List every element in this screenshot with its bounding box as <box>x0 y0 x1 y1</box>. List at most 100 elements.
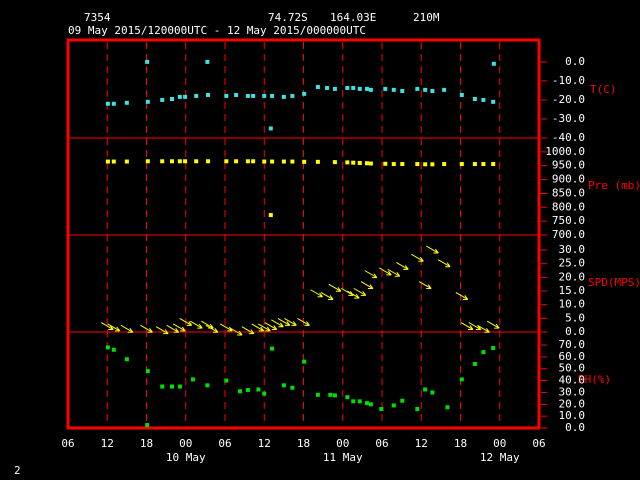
point <box>183 94 188 99</box>
wind-arrow <box>460 322 474 331</box>
point <box>351 399 356 404</box>
point <box>251 159 256 164</box>
y-tick-label: 25.0 <box>559 257 586 270</box>
point <box>245 93 250 98</box>
point <box>364 161 369 166</box>
point <box>205 159 210 164</box>
point <box>430 88 435 93</box>
point <box>145 159 150 164</box>
point <box>234 159 239 164</box>
wind-arrow <box>426 245 439 254</box>
point <box>170 159 175 164</box>
point <box>442 162 447 167</box>
point <box>262 159 267 164</box>
point <box>224 159 229 164</box>
point <box>145 369 150 374</box>
y-tick-label: 50.0 <box>559 362 586 375</box>
wind-arrow <box>179 318 193 326</box>
point <box>245 159 250 164</box>
point <box>423 162 428 167</box>
wind-arrow <box>486 320 500 329</box>
wind-arrow <box>241 326 255 335</box>
wind-arrow <box>387 268 401 277</box>
wind-arrow <box>257 323 271 332</box>
wind-arrow <box>310 289 323 298</box>
wind-arrow <box>205 324 219 333</box>
wind-arrow <box>297 318 310 326</box>
point <box>256 387 261 392</box>
point <box>491 99 496 104</box>
y-tick-label: 5.0 <box>565 311 585 324</box>
point <box>224 378 229 383</box>
point <box>302 159 307 164</box>
y-tick-label: 15.0 <box>559 284 586 297</box>
point <box>111 159 116 164</box>
point <box>160 97 165 102</box>
point <box>205 59 210 64</box>
x-tick-label: 12 <box>258 437 271 450</box>
point <box>472 362 477 366</box>
axis-label: SPD(MPS) <box>588 276 640 289</box>
x-tick-label: 06 <box>218 437 231 450</box>
point <box>234 92 239 97</box>
y-tick-label: 0.0 <box>565 421 585 434</box>
wind-arrow <box>346 290 360 299</box>
y-tick-label: 1000.0 <box>545 145 585 158</box>
x-tick-label: 18 <box>454 437 467 450</box>
point <box>262 93 267 98</box>
point <box>391 162 396 167</box>
y-tick-label: 70.0 <box>559 338 586 351</box>
wind-arrow <box>396 261 409 270</box>
point <box>315 85 320 90</box>
point <box>481 162 486 167</box>
wind-arrow <box>220 323 233 332</box>
x-tick-label: 00 <box>336 437 349 450</box>
point <box>391 87 396 92</box>
longitude: 164.03E <box>330 11 376 24</box>
point <box>383 161 388 166</box>
station-id: 7354 <box>84 11 111 24</box>
x-tick-label: 06 <box>61 437 74 450</box>
point <box>245 388 250 393</box>
y-tick-label: -10.0 <box>552 74 585 87</box>
elevation: 210M <box>413 11 440 24</box>
wind-arrow <box>172 323 186 332</box>
day-label: 10 May <box>166 451 206 464</box>
point <box>491 61 496 66</box>
point <box>315 159 320 164</box>
point <box>491 162 496 167</box>
point <box>430 162 435 167</box>
y-tick-label: 900.0 <box>552 173 585 186</box>
y-tick-label: 950.0 <box>552 159 585 172</box>
y-tick-label: 20.0 <box>559 270 586 283</box>
point <box>415 407 420 412</box>
point <box>491 346 496 350</box>
point <box>430 390 435 395</box>
point <box>368 402 373 407</box>
axis-label: T(C) <box>590 83 617 96</box>
frame <box>66 38 541 430</box>
point <box>445 405 450 410</box>
point <box>124 159 129 164</box>
point <box>379 407 384 412</box>
x-tick-label: 00 <box>179 437 192 450</box>
point <box>281 94 286 99</box>
point <box>400 398 405 403</box>
point <box>364 401 369 406</box>
point <box>268 126 273 131</box>
point <box>459 162 464 167</box>
point <box>183 159 188 164</box>
point <box>205 383 210 388</box>
point <box>160 159 165 164</box>
point <box>224 93 229 98</box>
x-tick-label: 06 <box>532 437 545 450</box>
point <box>290 159 295 164</box>
point <box>345 395 350 400</box>
point <box>105 101 110 106</box>
y-tick-label: 30.0 <box>559 243 586 256</box>
wind-arrow <box>277 318 291 326</box>
point <box>194 159 199 164</box>
y-tick-label: 60.0 <box>559 350 586 363</box>
x-tick-label: 18 <box>140 437 153 450</box>
point <box>177 159 182 164</box>
